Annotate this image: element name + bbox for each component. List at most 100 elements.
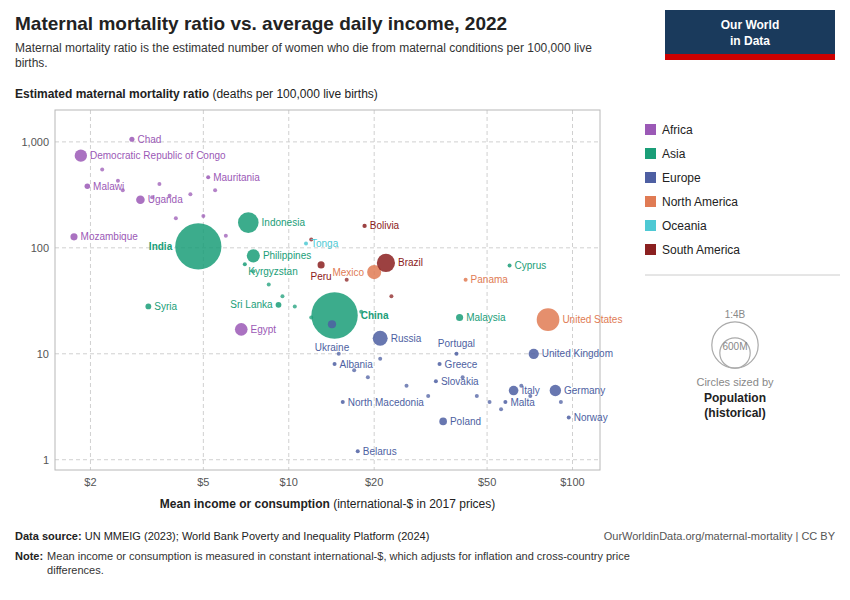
logo-box [665,10,835,60]
bubble [276,302,282,308]
bubble [378,357,382,361]
footer-note-line: Mean income or consumption is measured i… [47,550,630,562]
bubble [136,196,145,205]
logo-text: Our World [721,18,779,32]
legend-label: Asia [662,147,686,161]
bubble [438,362,442,366]
point-label: Poland [450,416,481,427]
bubble [311,292,357,338]
x-axis-label-bold: Mean income or consumption [160,497,330,511]
legend-swatch [645,148,656,159]
point-label: Mexico [332,267,364,278]
footer-source-text: UN MMEIG (2023); World Bank Poverty and … [82,530,430,542]
bubble [508,264,512,268]
x-tick-label: $20 [365,476,383,488]
bubble [243,262,247,266]
legend-swatch [645,220,656,231]
bubble [85,184,91,190]
bubble [174,216,178,220]
y-tick-label: 1 [43,454,49,466]
legend-label: South America [662,243,740,257]
bubble [503,400,507,404]
bubble [328,320,336,328]
size-legend-caption: Circles sized by [696,376,774,388]
point-label: Indonesia [262,217,306,228]
bubble [341,400,345,404]
y-tick-label: 1,000 [21,136,49,148]
y-axis-label-normal: (deaths per 100,000 live births) [209,87,378,101]
bubble [238,212,259,233]
bubble [529,349,539,359]
point-label: Bolivia [370,220,400,231]
points [70,137,570,454]
bubble [509,386,519,396]
x-tick-label: $100 [560,476,584,488]
point-label: Brazil [398,257,423,268]
y-tick-label: 100 [31,242,49,254]
size-legend: 1:4B600MCircles sized byPopulation(histo… [696,309,774,420]
point-label: United Kingdom [542,348,613,359]
bubble [345,278,349,282]
subtitle: Maternal mortality ratio is the estimate… [15,41,592,70]
bubble [175,223,221,269]
bubble [389,294,393,298]
chart: Maternal mortality ratio vs. average dai… [0,0,850,600]
point-label: Panama [471,274,509,285]
point-label: Ukraine [315,342,350,353]
footer-note: Mean income or consumption is measured i… [47,550,630,576]
legend-label: Oceania [662,219,707,233]
x-tick-label: $5 [197,476,209,488]
bubble [362,224,366,228]
point-label: Kyrgyzstan [248,266,297,277]
bubble [235,323,248,336]
point-label: Portugal [438,338,475,349]
point-label: Albania [340,359,374,370]
size-legend-circle [720,338,750,368]
plot-frame [55,110,600,470]
legend-swatch [645,124,656,135]
y-tick-label: 10 [37,348,49,360]
legend: AfricaAsiaEuropeNorth AmericaOceaniaSout… [645,123,740,257]
subtitle-line: births. [15,56,48,70]
point-label: Malawi [93,181,124,192]
x-grid-line [90,110,91,470]
logo-text: in Data [730,34,770,48]
bubble [333,362,337,366]
x-tick-label: $2 [84,476,96,488]
footer-note-label: Note: [15,550,43,562]
point-label: Peru [311,271,332,282]
x-axis-label: Mean income or consumption (internationa… [160,497,495,511]
title: Maternal mortality ratio vs. average dai… [15,13,507,34]
bubble [356,449,360,453]
bubble [318,261,325,268]
grid [55,110,600,470]
legend-label: North America [662,195,738,209]
y-axis-label: Estimated maternal mortality ratio (deat… [15,87,378,101]
x-grid-line [203,110,204,470]
bubble [247,249,260,262]
bubble [405,384,409,388]
bubble [213,188,217,192]
bubble [224,234,228,238]
bubble [70,233,77,240]
y-axis-label-bold: Estimated maternal mortality ratio [15,87,209,101]
legend-divider [645,275,840,276]
bubble [157,182,161,186]
bubble [377,254,395,272]
point-label: Egypt [251,324,277,335]
y-grid-line [55,353,600,354]
bubble [537,308,560,331]
point-label: North Macedonia [348,397,425,408]
bubble [129,137,134,142]
point-label: Malaysia [466,312,506,323]
x-grid-line [487,110,488,470]
point-label: Slovakia [441,376,479,387]
bubble [100,167,104,171]
size-legend-heading: (historical) [704,406,765,420]
point-label: Norway [574,412,608,423]
bubble [456,314,463,321]
bubble [475,394,479,398]
logo-stripe [665,54,835,60]
bubble [206,175,210,179]
bubble [454,352,458,356]
